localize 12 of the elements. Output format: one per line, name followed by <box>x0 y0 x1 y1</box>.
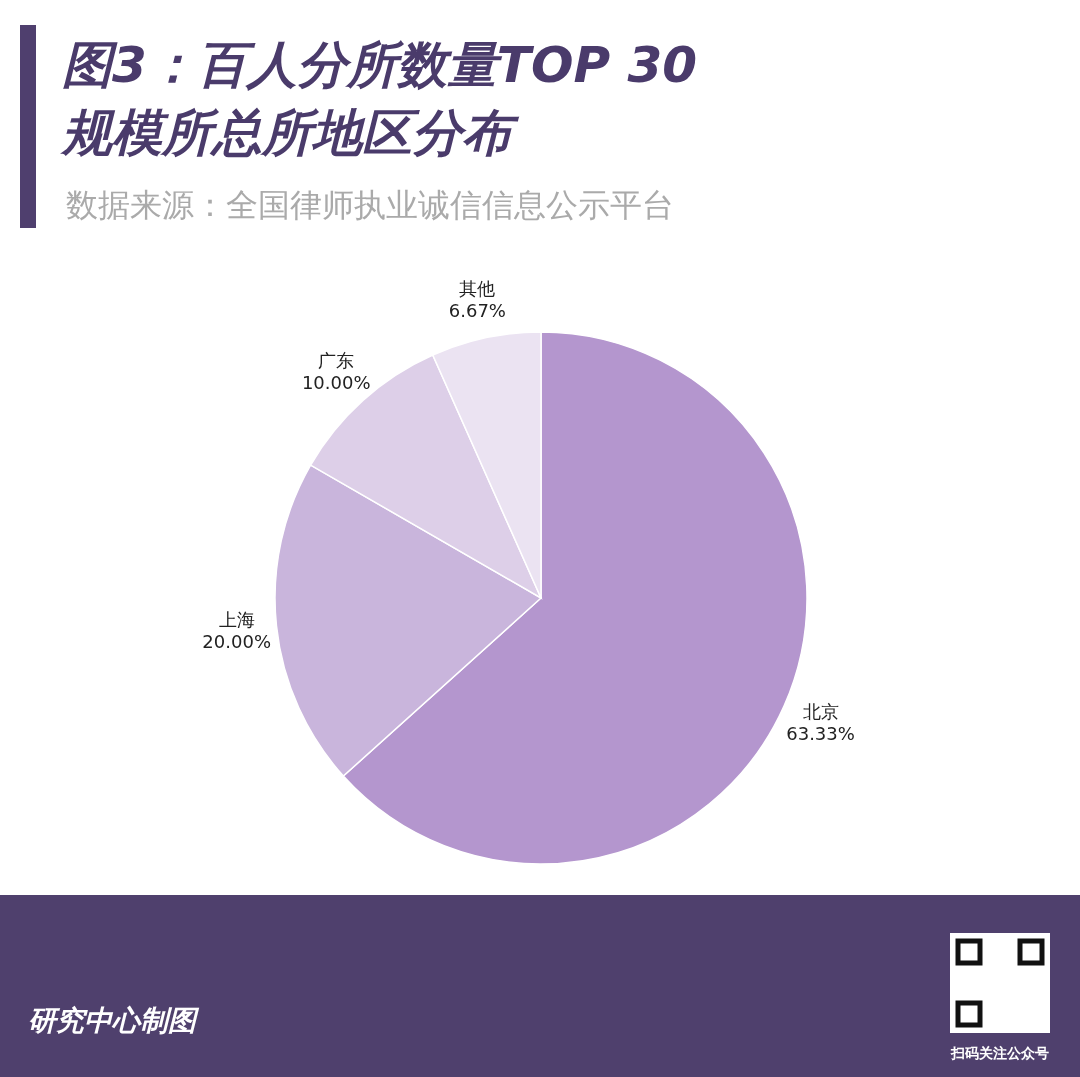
slice-label: 广东 <box>318 349 355 371</box>
text: 研究中心制图 <box>28 1004 200 1037</box>
data-label: 10.00% <box>301 371 371 393</box>
data-label: 6.67% <box>448 299 506 321</box>
slice-label: 其他 <box>459 277 496 299</box>
slice-label: 北京 <box>802 701 839 723</box>
source-note: 数据来源：全国律师执业诚信信息公示平台 <box>66 186 674 224</box>
slice-label: 上海 <box>218 609 255 631</box>
text: 扫码关注公众号 <box>950 1045 1049 1061</box>
chart-title: 图3：百人分所数量TOP 30 规模所总所地区分布 <box>60 36 698 162</box>
data-label: 20.00% <box>202 631 271 653</box>
data-label: 63.33% <box>786 723 855 745</box>
